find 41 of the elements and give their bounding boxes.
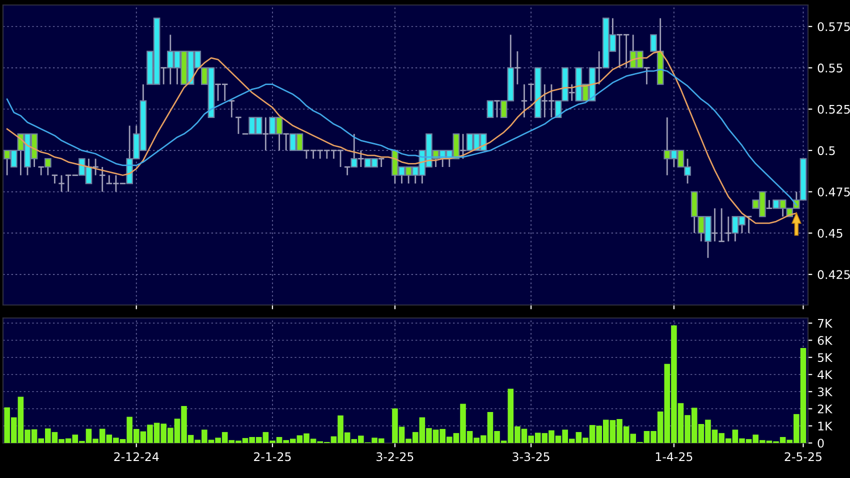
x-tick-label: 3-2-25 [376, 452, 414, 462]
y-tick-label: 0.425 [818, 270, 850, 280]
candlestick [718, 208, 726, 242]
y-tick-label: 0 [818, 438, 824, 448]
candlestick [527, 84, 535, 102]
candlestick [282, 133, 290, 152]
x-tick-label: 1-4-25 [656, 452, 692, 462]
y-tick-label: 1K [818, 422, 833, 430]
y-tick-label: 0.475 [818, 188, 850, 196]
x-tick-label: 2-1-25 [254, 452, 291, 462]
candlestick [378, 158, 385, 168]
y-tick-label: 0.5 [818, 146, 835, 156]
candlestick [568, 84, 576, 102]
candlestick [596, 50, 603, 86]
y-tick-label: 0.575 [818, 22, 850, 32]
y-tick-label: 0.55 [818, 64, 842, 72]
candlestick [234, 116, 242, 135]
x-tick-label: 2-5-25 [784, 452, 822, 462]
y-tick-label: 4K [818, 370, 833, 379]
candlestick [51, 174, 58, 184]
y-tick-label: 3K [818, 387, 833, 396]
candlestick [493, 100, 501, 118]
y-tick-label: 7K [818, 319, 833, 328]
candlestick [357, 150, 364, 168]
candlestick [766, 199, 773, 209]
candlestick [724, 216, 732, 242]
y-tick-label: 0.525 [818, 104, 850, 114]
candlestick [643, 67, 650, 86]
candlestick [514, 50, 521, 86]
y-tick-label: 2K [818, 404, 833, 414]
y-tick-label: 0.45 [818, 228, 842, 238]
candlestick [262, 116, 270, 152]
candlestick [98, 166, 106, 192]
y-tick-label: 6K [818, 336, 833, 345]
candlestick [486, 100, 494, 118]
x-tick-label: 3-3-25 [512, 452, 550, 462]
candlestick [520, 84, 528, 118]
candlestick [711, 208, 718, 242]
y-tick-label: 5K [818, 353, 833, 362]
x-tick-label: 2-12-24 [114, 452, 159, 461]
candlestick [160, 67, 168, 86]
